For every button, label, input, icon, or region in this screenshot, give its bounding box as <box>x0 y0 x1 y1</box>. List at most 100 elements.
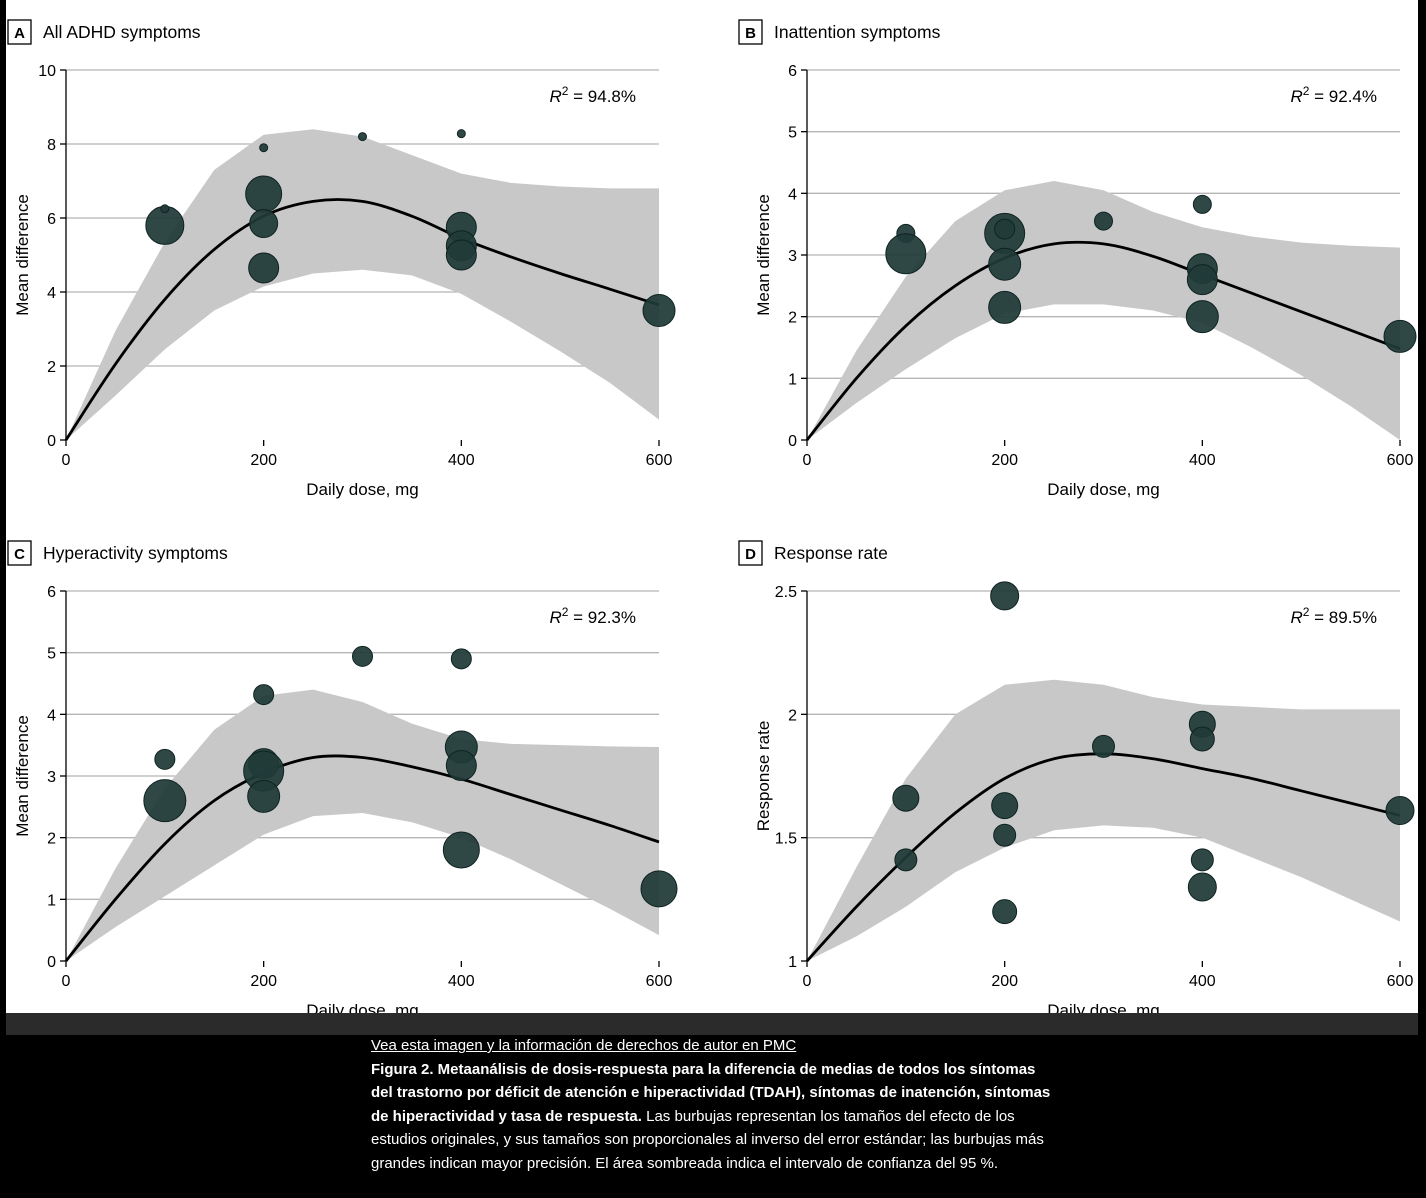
data-bubble <box>993 823 1017 847</box>
x-axis-label: Daily dose, mg <box>306 480 418 499</box>
figure-bottom-band <box>6 1013 1418 1035</box>
data-bubble <box>442 831 480 869</box>
data-bubble <box>892 784 920 812</box>
data-bubble <box>259 143 269 153</box>
y-tick-label: 6 <box>47 584 56 601</box>
data-bubble <box>885 233 927 275</box>
panel-title: Response rate <box>774 543 888 563</box>
x-tick-label: 0 <box>803 973 812 990</box>
data-bubble <box>1187 872 1217 902</box>
data-bubble <box>992 899 1018 925</box>
copyright-link[interactable]: Vea esta imagen y la información de dere… <box>371 1037 797 1054</box>
confidence-band <box>66 129 659 440</box>
y-tick-label: 1 <box>788 371 797 388</box>
panel-letter-box <box>738 540 763 566</box>
y-tick-label: 6 <box>788 63 797 80</box>
x-tick-label: 200 <box>991 452 1018 469</box>
panel-letter-box <box>7 19 32 45</box>
y-tick-label: 2.5 <box>775 584 797 601</box>
data-bubble <box>988 290 1022 324</box>
x-tick-label: 600 <box>1387 452 1414 469</box>
x-tick-label: 200 <box>250 973 277 990</box>
y-tick-label: 3 <box>788 248 797 265</box>
panel-title: Inattention symptoms <box>774 22 941 42</box>
panel-letter: D <box>745 546 756 563</box>
data-bubble <box>642 294 676 327</box>
data-bubble <box>445 239 477 271</box>
x-tick-label: 0 <box>62 452 71 469</box>
y-tick-label: 2 <box>788 310 797 327</box>
data-bubble <box>994 218 1016 240</box>
panel-letter: B <box>745 25 756 42</box>
r-squared-label: R2 = 92.3% <box>549 605 636 627</box>
data-bubble <box>248 252 280 284</box>
x-tick-label: 0 <box>62 973 71 990</box>
fit-curve <box>64 754 660 962</box>
data-bubble <box>1186 264 1218 296</box>
x-tick-label: 200 <box>250 452 277 469</box>
data-bubble <box>154 748 176 770</box>
panel-letter-box <box>738 19 763 45</box>
chart-panel-b: B Inattention symptoms 0 1 2 3 4 5 6 0 200 400 600 Da… <box>738 19 1417 499</box>
data-bubble <box>988 247 1022 281</box>
x-tick-label: 600 <box>646 452 673 469</box>
figure-panel: A All ADHD symptoms 0 2 4 6 8 10 0 200 400 600 Daily… <box>6 0 1418 1013</box>
y-tick-label: 4 <box>788 186 797 203</box>
data-bubble <box>358 132 367 142</box>
panel-title: Hyperactivity symptoms <box>43 543 228 563</box>
data-bubble <box>143 779 187 823</box>
panel-letter-box <box>7 540 32 566</box>
x-tick-label: 600 <box>1387 973 1414 990</box>
data-bubble <box>1189 726 1215 752</box>
r-squared-label: R2 = 92.4% <box>1290 84 1377 106</box>
y-tick-label: 10 <box>38 63 56 80</box>
y-tick-label: 8 <box>47 137 56 154</box>
y-tick-label: 1 <box>47 892 56 909</box>
y-tick-label: 0 <box>47 433 56 450</box>
data-bubble <box>1092 734 1115 758</box>
panel-title: All ADHD symptoms <box>43 22 201 42</box>
x-axis-label: Daily dose, mg <box>1047 480 1159 499</box>
y-tick-label: 5 <box>47 646 56 663</box>
chart-panel-a: A All ADHD symptoms 0 2 4 6 8 10 0 200 400 600 Daily… <box>7 19 676 499</box>
y-tick-label: 4 <box>47 707 56 724</box>
x-tick-label: 400 <box>1189 452 1216 469</box>
r-squared-label: R2 = 94.8% <box>549 84 636 106</box>
data-bubble <box>1192 194 1212 214</box>
y-tick-label: 2 <box>47 831 56 848</box>
data-bubble <box>1094 211 1113 231</box>
panel-letter: A <box>14 25 25 42</box>
y-tick-label: 5 <box>788 125 797 142</box>
data-bubble <box>445 750 477 782</box>
data-bubble <box>160 204 170 214</box>
y-tick-label: 1.5 <box>775 831 797 848</box>
data-bubble <box>990 581 1020 611</box>
y-tick-label: 2 <box>788 707 797 724</box>
r-squared-label: R2 = 89.5% <box>1290 605 1377 627</box>
data-bubble <box>640 870 678 908</box>
y-tick-label: 0 <box>788 433 797 450</box>
data-bubble <box>352 645 373 667</box>
data-bubble <box>1385 796 1415 826</box>
data-bubble <box>456 129 466 139</box>
panel-letter: C <box>14 546 25 563</box>
data-bubble <box>450 648 472 670</box>
x-tick-label: 400 <box>448 973 475 990</box>
y-tick-label: 1 <box>788 954 797 971</box>
data-bubble <box>1185 300 1219 334</box>
x-tick-label: 200 <box>991 973 1018 990</box>
confidence-band <box>807 181 1400 440</box>
y-tick-label: 3 <box>47 769 56 786</box>
x-tick-label: 0 <box>803 452 812 469</box>
confidence-band <box>66 689 659 961</box>
y-axis-label: Mean difference <box>13 715 32 837</box>
y-tick-label: 4 <box>47 285 56 302</box>
data-bubble <box>991 792 1019 820</box>
data-bubble <box>247 779 281 813</box>
x-tick-label: 400 <box>448 452 475 469</box>
chart-panel-d: D Response rate 1 1.5 2 2.5 0 200 400 600 Daily do… <box>738 540 1415 1013</box>
y-axis-label: Response rate <box>754 721 773 832</box>
x-axis-label: Daily dose, mg <box>1047 1001 1159 1013</box>
x-tick-label: 400 <box>1189 973 1216 990</box>
